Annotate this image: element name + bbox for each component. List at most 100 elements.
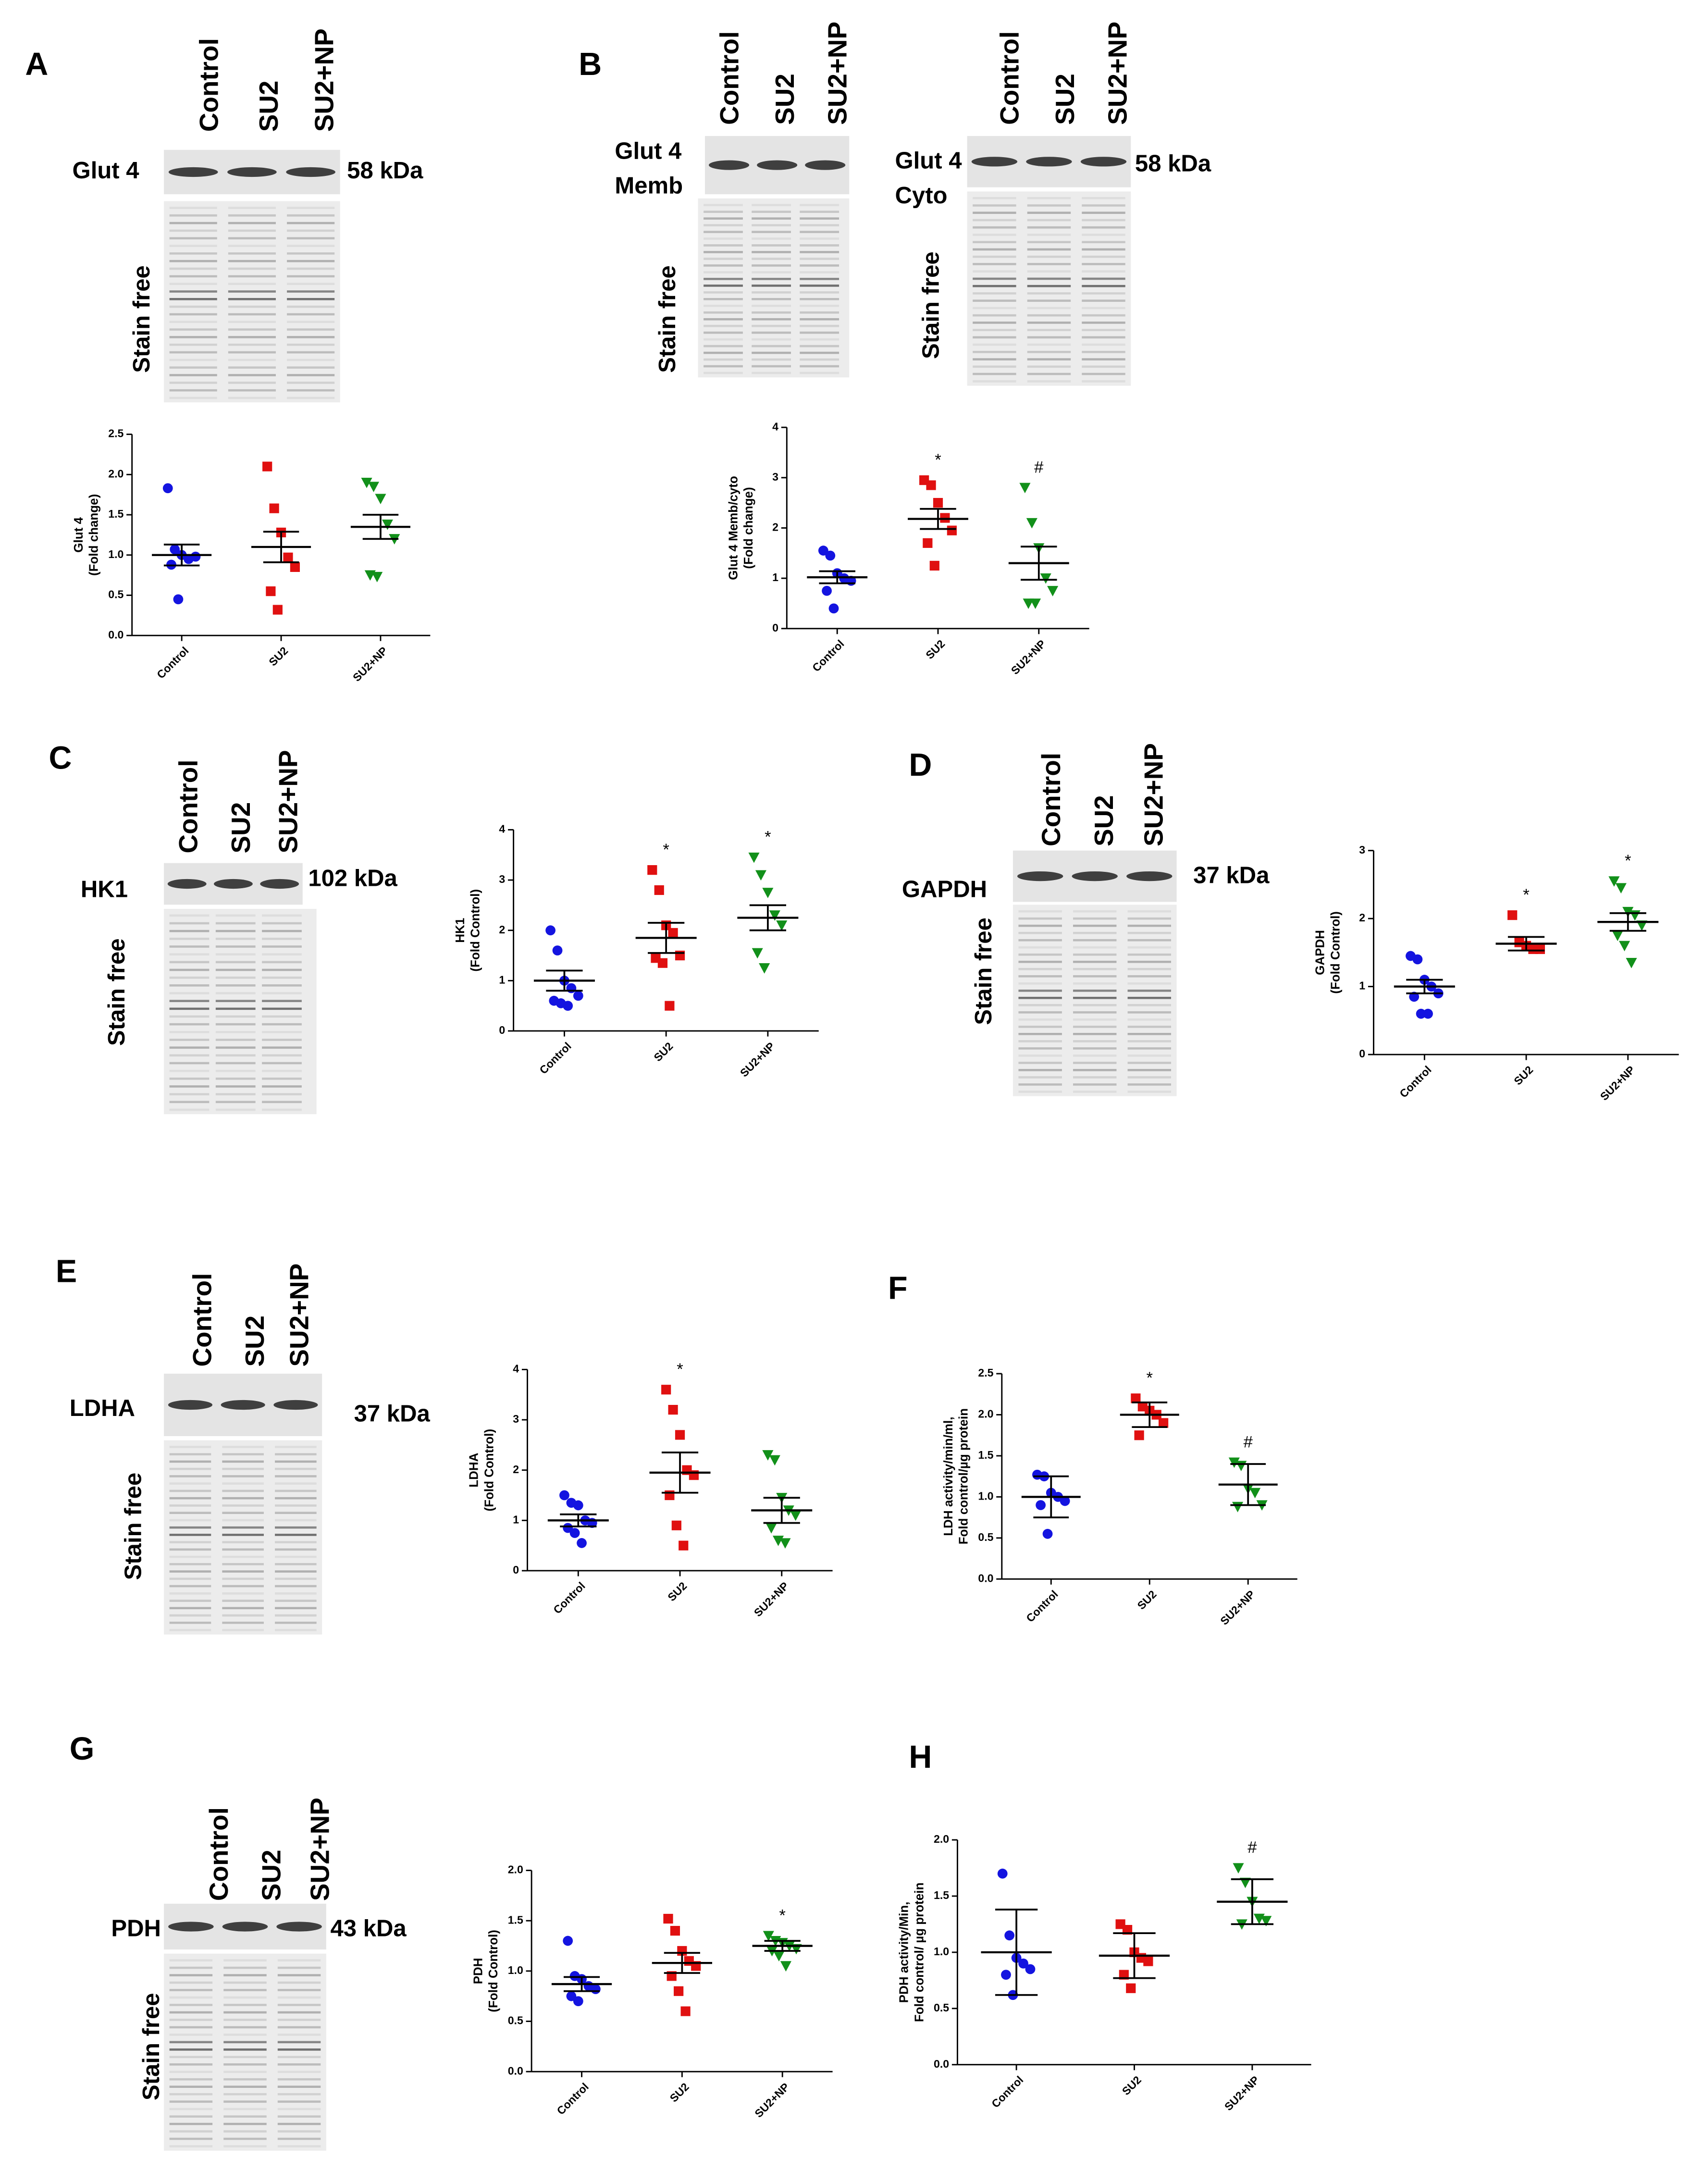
data-point (680, 2006, 691, 2016)
data-point (748, 852, 760, 863)
stain-line (275, 1475, 317, 1477)
y-tick-label: 0.5 (934, 2001, 949, 2014)
stain-line (169, 2115, 213, 2118)
error-bar (1609, 912, 1646, 932)
stain-line (287, 359, 335, 361)
stain-line (169, 1000, 210, 1002)
stain-line (215, 1085, 256, 1088)
data-point (679, 1540, 689, 1551)
lane-label: Control (194, 38, 224, 132)
error-bar (749, 904, 786, 931)
stain-line (1127, 946, 1171, 949)
kda-label: 37 kDa (1193, 862, 1270, 888)
stain-line (222, 1526, 264, 1529)
stain-line (262, 984, 302, 987)
stain-line (752, 278, 791, 280)
x-tick-label: SU2+NP (1598, 1063, 1637, 1103)
lane-label: SU2 (226, 802, 256, 854)
significance-mark: * (663, 841, 669, 859)
y-axis-label: Glut 4 Memb/cyto (726, 476, 740, 580)
stain-line (287, 207, 335, 209)
stain-line (169, 1959, 213, 1961)
stain-free-membrane (1013, 905, 1177, 1096)
stain-line (1027, 372, 1071, 375)
stain-line (973, 197, 1016, 199)
stain-line (704, 251, 743, 253)
stain-line (223, 2122, 267, 2125)
x-tick-label: SU2 (1120, 2073, 1144, 2097)
panel-letter: A (25, 47, 48, 82)
stain-line (223, 1966, 267, 1969)
stain-line (752, 291, 791, 294)
stain-line (275, 1585, 317, 1588)
data-point (591, 1984, 601, 1994)
stain-line (262, 968, 302, 971)
stain-line (1073, 1083, 1117, 1086)
stain-line (275, 1629, 317, 1631)
data-point (1026, 518, 1037, 529)
stain-line (1018, 953, 1062, 956)
x-tick-label: SU2+NP (1222, 2073, 1261, 2113)
stain-line (973, 211, 1016, 214)
x-tick-label: Control (551, 1579, 587, 1616)
x-tick-label: SU2+NP (738, 1040, 777, 1079)
stain-line (169, 1996, 213, 1999)
significance-mark: * (1147, 1369, 1153, 1387)
stain-line (169, 2078, 213, 2081)
stain-line (800, 224, 840, 226)
stain-line (262, 1046, 302, 1049)
stain-line (1027, 204, 1071, 207)
stain-line (169, 1039, 210, 1041)
stain-line (973, 204, 1016, 207)
stain-line (169, 2137, 213, 2140)
data-point (1260, 1916, 1272, 1926)
x-tick-label: Control (989, 2073, 1025, 2110)
stain-line (222, 1600, 264, 1602)
stain-line (973, 241, 1016, 244)
stain-line (704, 311, 743, 314)
stain-line (215, 1046, 256, 1049)
y-axis-label: HK1 (453, 918, 467, 943)
data-point (766, 1523, 777, 1534)
stain-line (1127, 975, 1171, 978)
stain-line (973, 285, 1016, 287)
data-point (566, 1991, 577, 2001)
stain-line (223, 1996, 267, 1999)
stain-line (169, 237, 217, 240)
stain-line (222, 1614, 264, 1617)
blot-band (757, 160, 798, 170)
stain-line (277, 2019, 321, 2021)
blot-band (971, 157, 1018, 167)
stain-line (752, 365, 791, 368)
stain-line (215, 930, 256, 932)
stain-free-membrane (698, 198, 850, 378)
stain-line (1127, 917, 1171, 920)
stain-line (169, 945, 210, 948)
stain-line (704, 244, 743, 247)
stain-line (169, 2122, 213, 2125)
stain-line (169, 2085, 213, 2088)
protein-label: Glut 4 (615, 138, 682, 164)
stain-line (228, 351, 276, 354)
data-point (573, 1500, 583, 1511)
data-point (997, 1868, 1008, 1879)
stain-line (1073, 1062, 1117, 1064)
stain-line (1082, 314, 1125, 317)
error-bar (263, 531, 299, 563)
stain-line (169, 2004, 213, 2006)
stain-line (704, 204, 743, 206)
stain-line (228, 359, 276, 361)
stain-line (169, 1989, 213, 1991)
stain-line (287, 237, 335, 240)
data-point (1626, 957, 1637, 968)
stain-line (1018, 931, 1062, 934)
stain-free-membrane (967, 191, 1131, 386)
stain-line (169, 366, 217, 369)
y-tick-label: 2.0 (978, 1408, 993, 1420)
stain-free-membrane (164, 1953, 326, 2151)
stain-line (1027, 219, 1071, 222)
stain-line (222, 1629, 264, 1631)
blot-band (1126, 871, 1173, 881)
stain-line (1027, 314, 1071, 317)
data-point (752, 948, 763, 959)
